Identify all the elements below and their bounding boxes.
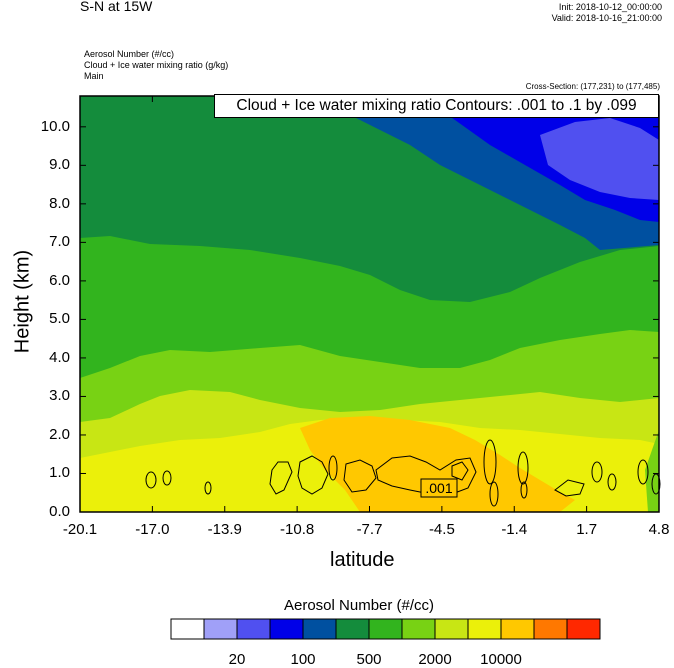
colorbar-swatch [236, 618, 271, 640]
x-tick-label: -13.9 [207, 521, 242, 538]
colorbar-swatch [434, 618, 469, 640]
init-time: Init: 2018-10-12_00:00:00 Valid: 2018-10… [552, 2, 662, 24]
x-tick-label: -7.7 [356, 521, 383, 538]
colorbar-swatch [269, 618, 304, 640]
colorbar-swatch [566, 618, 601, 640]
y-tick-label: 9.0 [49, 156, 70, 174]
colorbar-label: 100 [290, 651, 316, 668]
y-tick-label: 5.0 [49, 310, 70, 328]
colorbar-swatch [335, 618, 370, 640]
colorbar-label: 20 [228, 651, 246, 668]
y-axis-ticks [80, 126, 659, 513]
cross-section-label: Cross-Section: (177,231) to (177,485) [525, 82, 660, 91]
y-tick-label: 3.0 [49, 387, 70, 405]
colorbar-swatch [467, 618, 502, 640]
colorbar-label: 10000 [480, 651, 522, 668]
x-tick-label: 1.7 [576, 521, 598, 538]
y-tick-label: 0.0 [49, 503, 70, 520]
x-tick-label: -1.4 [501, 521, 528, 538]
contour-label: .001 [420, 478, 458, 498]
colorbar-title: Aerosol Number (#/cc) [284, 597, 435, 614]
x-tick-label: -20.1 [62, 521, 98, 538]
x-tick-label: -4.5 [428, 521, 455, 538]
y-axis-label: Height (km) [11, 249, 34, 354]
cloud-contours [145, 439, 661, 507]
y-tick-label: 2.0 [49, 425, 70, 443]
colorbar [170, 618, 601, 640]
plot-title: S-N at 15W [80, 0, 153, 14]
colorbar-swatch [401, 618, 436, 640]
x-tick-label: 4.8 [648, 521, 670, 538]
y-tick-label: 10.0 [40, 117, 70, 135]
colorbar-swatch [500, 618, 535, 640]
field-label-main: Main [84, 71, 104, 81]
colorbar-swatch [170, 618, 205, 640]
colorbar-label: 500 [356, 651, 382, 668]
colorbar-swatch [203, 618, 238, 640]
colorbar-label: 2000 [418, 651, 452, 668]
colorbar-swatch [368, 618, 403, 640]
colorbar-swatch [533, 618, 568, 640]
x-axis-label: latitude [330, 549, 395, 571]
contour-info-box: Cloud + Ice water mixing ratio Contours:… [214, 94, 659, 118]
x-tick-label: -17.0 [135, 521, 170, 538]
field-label-aerosol: Aerosol Number (#/cc) [84, 49, 175, 59]
init-label: Init: 2018-10-12_00:00:00 [558, 2, 662, 12]
y-tick-label: 4.0 [49, 348, 70, 366]
valid-label: Valid: 2018-10-16_21:00:00 [551, 13, 662, 23]
y-tick-label: 7.0 [49, 233, 70, 251]
y-tick-label: 1.0 [49, 464, 70, 482]
y-tick-label: 8.0 [49, 194, 70, 212]
x-tick-label: -10.8 [280, 521, 315, 538]
aerosol-shaded-field [80, 96, 659, 512]
colorbar-swatch [302, 618, 337, 640]
svg-text:.001: .001 [425, 480, 452, 496]
field-label-cloud: Cloud + Ice water mixing ratio (g/kg) [84, 60, 229, 70]
y-tick-label: 6.0 [49, 271, 70, 289]
